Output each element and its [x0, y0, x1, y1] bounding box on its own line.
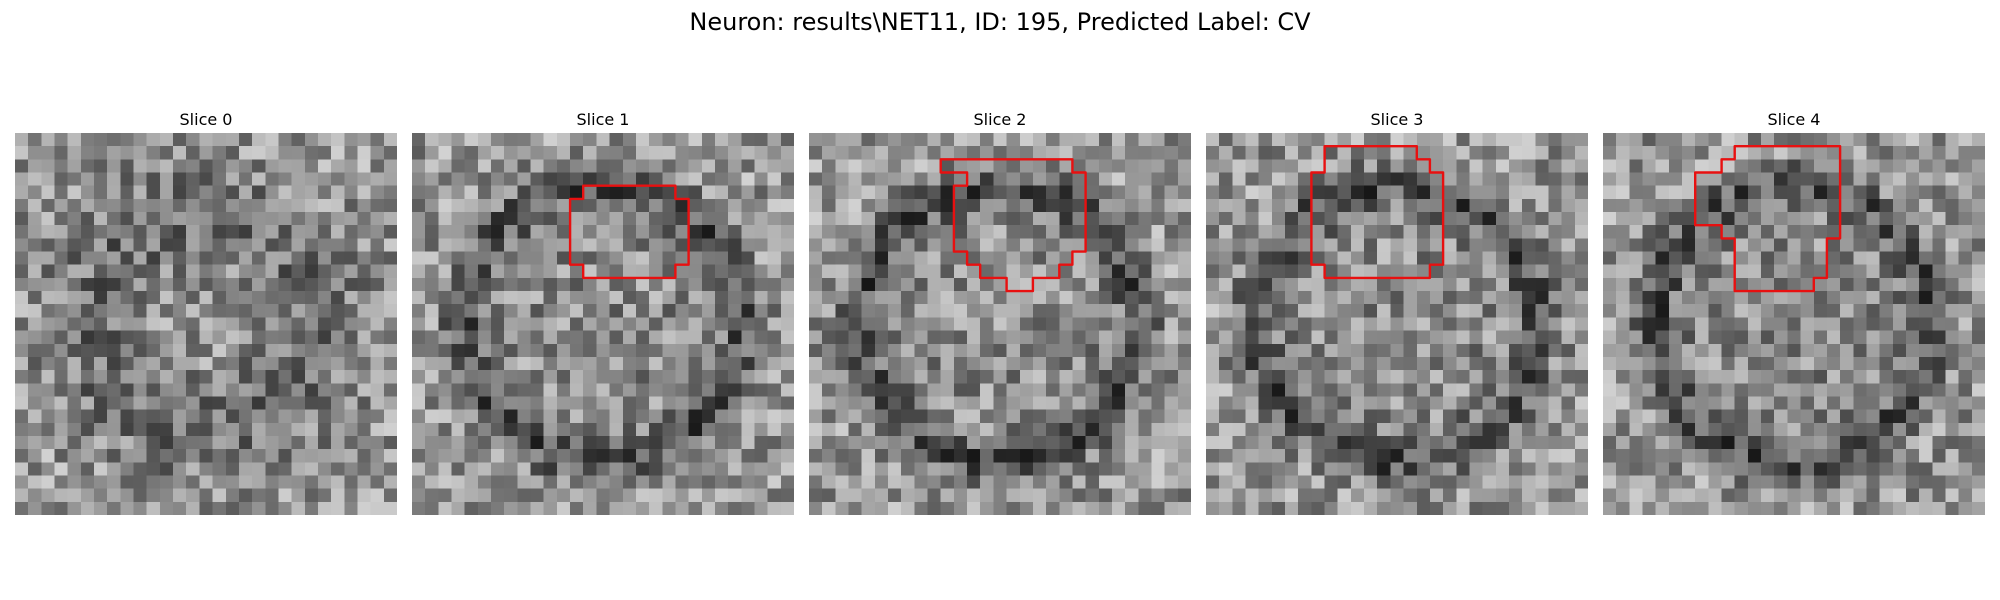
slice-title: Slice 0: [179, 110, 233, 129]
segmentation-contour: [568, 184, 690, 280]
segmentation-contour: [939, 158, 1087, 293]
slice-title: Slice 4: [1767, 110, 1821, 129]
slice-image: [15, 133, 397, 515]
slice-panel-0: Slice 0: [15, 108, 397, 515]
slice-panel-1: Slice 1: [412, 108, 794, 515]
slice-title: Slice 2: [973, 110, 1027, 129]
slice-panel-4: Slice 4: [1603, 108, 1985, 515]
segmentation-contour: [1310, 144, 1445, 280]
slice-panel-3: Slice 3: [1206, 108, 1588, 515]
segmentation-contour: [1693, 144, 1842, 293]
slice-title: Slice 1: [576, 110, 630, 129]
slice-title: Slice 3: [1370, 110, 1424, 129]
slice-image: [1206, 133, 1588, 515]
slice-image: [809, 133, 1191, 515]
slice-image: [1603, 133, 1985, 515]
slice-image: [412, 133, 794, 515]
slice-panel-2: Slice 2: [809, 108, 1191, 515]
figure-title: Neuron: results\NET11, ID: 195, Predicte…: [689, 8, 1311, 36]
